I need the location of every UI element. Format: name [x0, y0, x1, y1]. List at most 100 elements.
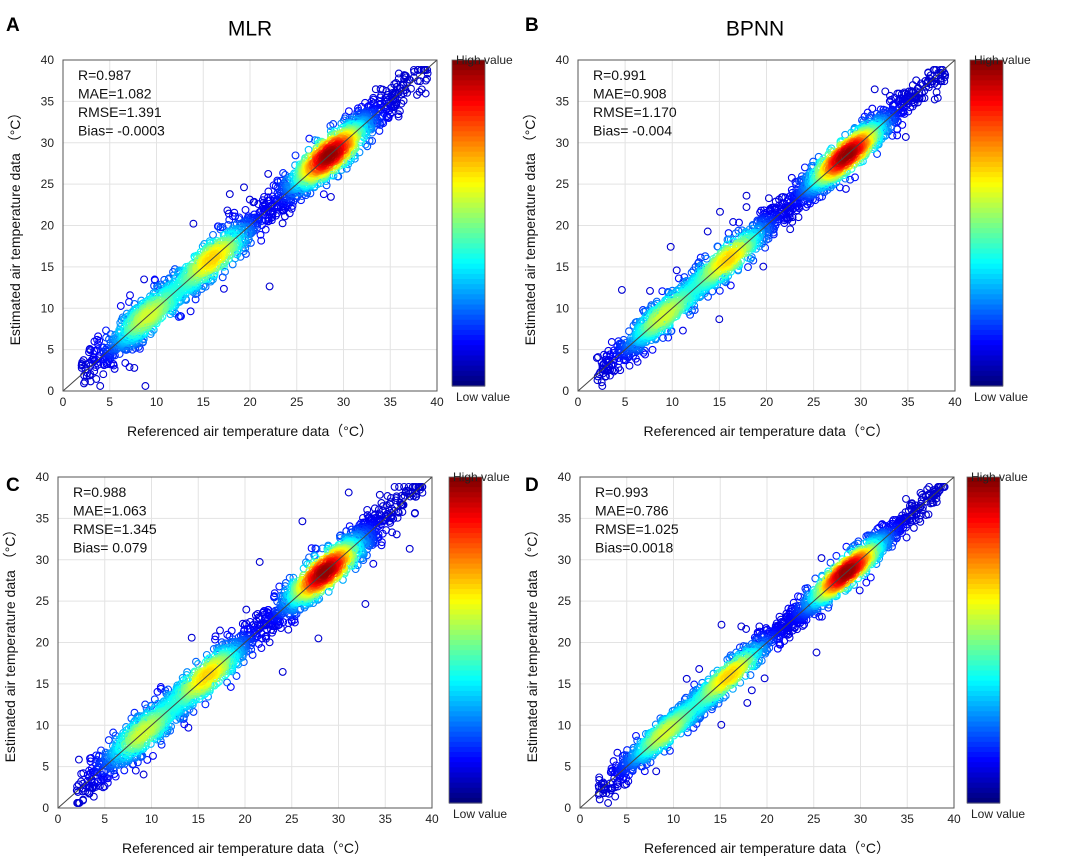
x-axis-label: Referenced air temperature data（°C）	[127, 423, 373, 439]
y-tick-label: 20	[41, 219, 55, 233]
colorbar-step	[970, 172, 1003, 178]
colorbar-step	[970, 85, 1003, 92]
scatter-point	[419, 65, 428, 74]
colorbar-step	[970, 263, 1003, 270]
stat-line: Bias= -0.0003	[78, 123, 165, 139]
scatter-point	[219, 284, 228, 293]
panel-title: MLR	[228, 18, 272, 41]
colorbar-step	[970, 131, 1003, 137]
colorbar-step	[970, 309, 1003, 316]
scatter-point	[260, 207, 269, 216]
colorbar-step	[452, 223, 485, 229]
y-tick-label: 10	[556, 301, 570, 315]
scatter-point	[86, 370, 95, 378]
scatter-point	[171, 289, 180, 298]
scatter-point	[186, 307, 195, 316]
colorbar-step	[452, 238, 485, 244]
colorbar-step	[970, 350, 1003, 357]
colorbar-step	[452, 248, 485, 255]
scatter-point	[305, 134, 314, 143]
scatter-point	[86, 346, 95, 355]
colorbar-step	[970, 146, 1003, 153]
scatter-point	[225, 190, 234, 199]
colorbar-step	[970, 105, 1003, 112]
colorbar-step	[452, 70, 485, 76]
scatter-point	[240, 183, 248, 192]
colorbar-step	[970, 100, 1003, 107]
scatter-point	[239, 228, 248, 237]
colorbar-low-label: Low value	[456, 390, 510, 404]
scatter-point	[153, 282, 162, 291]
colorbar-step	[970, 166, 1003, 173]
colorbar-step	[452, 161, 485, 168]
colorbar-step	[970, 273, 1003, 280]
scatter-point	[257, 236, 266, 245]
y-tick-label: 25	[41, 177, 55, 191]
colorbar-step	[452, 233, 485, 239]
scatter-points	[77, 65, 432, 390]
colorbar-step	[452, 105, 485, 112]
x-tick-label: 20	[243, 395, 257, 409]
colorbar-step	[452, 263, 485, 270]
scatter-point	[326, 192, 335, 201]
colorbar-step	[970, 177, 1003, 183]
colorbar-step	[970, 304, 1003, 311]
scatter-point	[81, 365, 90, 374]
colorbar-step	[970, 355, 1003, 362]
x-tick-label: 0	[60, 395, 67, 409]
colorbar-step	[452, 90, 485, 97]
y-axis-label: Estimated air temperature data （°C）	[522, 106, 538, 346]
colorbar-step	[452, 314, 485, 321]
scatter-point	[407, 84, 415, 93]
colorbar-step	[452, 166, 485, 173]
y-tick-label: 40	[41, 53, 55, 67]
scatter-point	[421, 76, 430, 85]
colorbar-step	[970, 90, 1003, 97]
colorbar-step	[452, 80, 485, 87]
x-tick-label: 10	[150, 395, 164, 409]
y-tick-label: 5	[562, 343, 569, 357]
colorbar-step	[970, 294, 1003, 300]
colorbar-step	[452, 141, 485, 148]
stat-line: MAE=0.908	[593, 86, 667, 102]
scatter-point	[257, 206, 266, 215]
colorbar-step	[452, 126, 485, 132]
y-tick-label: 35	[556, 94, 570, 108]
x-tick-label: 10	[666, 395, 680, 409]
scatter-point	[92, 375, 101, 383]
y-tick-label: 5	[47, 343, 54, 357]
colorbar-step	[452, 360, 485, 367]
scatter-point	[256, 230, 265, 239]
stat-line: R=0.987	[78, 67, 132, 83]
y-tick-label: 15	[41, 260, 55, 274]
stat-line: R=0.991	[593, 67, 647, 83]
colorbar-step	[970, 360, 1003, 367]
colorbar-step	[452, 279, 485, 285]
colorbar-step	[452, 100, 485, 107]
colorbar-step	[970, 299, 1003, 306]
colorbar-step	[452, 131, 485, 137]
stat-line: MAE=1.082	[78, 86, 152, 102]
colorbar-step	[452, 217, 485, 224]
y-tick-label: 40	[556, 53, 570, 67]
colorbar-step	[970, 340, 1003, 346]
colorbar-step	[970, 253, 1003, 260]
colorbar-step	[452, 324, 485, 331]
colorbar-step	[452, 136, 485, 143]
y-tick-label: 20	[556, 219, 570, 233]
y-tick-label: 10	[41, 301, 55, 315]
colorbar-step	[970, 228, 1003, 234]
colorbar-step	[452, 177, 485, 183]
colorbar-step	[970, 197, 1003, 204]
colorbar-step	[452, 370, 485, 377]
colorbar-step	[452, 289, 485, 295]
y-tick-label: 30	[41, 136, 55, 150]
colorbar-low-label: Low value	[974, 390, 1028, 404]
colorbar-step	[970, 284, 1003, 290]
colorbar-step	[452, 253, 485, 260]
colorbar-step	[970, 243, 1003, 250]
colorbar-step	[452, 172, 485, 178]
